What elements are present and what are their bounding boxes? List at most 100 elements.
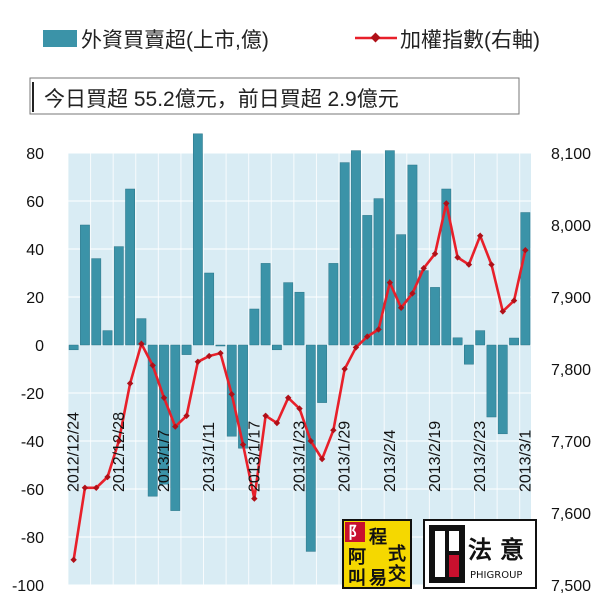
bar (192, 133, 203, 346)
x-date-label: 2012/12/28 (111, 412, 128, 492)
line-point (217, 349, 224, 357)
left-tick-label: -20 (21, 386, 44, 403)
line-point (443, 200, 450, 207)
bar (113, 246, 124, 346)
line-point (115, 437, 123, 445)
plot-area (68, 153, 531, 585)
line-point (330, 427, 337, 434)
left-tick-label: 40 (26, 242, 44, 259)
right-tick-label: 7,500 (551, 578, 591, 595)
x-date-label: 2013/2/4 (382, 430, 399, 492)
bar (396, 234, 407, 346)
line-point (194, 358, 202, 365)
line-point (386, 279, 394, 286)
line-point (126, 380, 134, 387)
bar (373, 198, 384, 346)
line-point (352, 344, 360, 351)
right-tick-label: 7,800 (551, 362, 591, 379)
summary-box: 今日買超 55.2億元，前日買超 2.9億元 (29, 77, 520, 115)
logo-left-badge: 阝 (348, 523, 364, 542)
x-axis-date-labels: 2012/12/24 2012/12/28 2013/1/7 2013/1/11 201… (66, 412, 535, 492)
right-tick-label: 8,000 (551, 218, 591, 235)
x-date-label: 2012/12/24 (66, 412, 83, 492)
line-point (431, 250, 439, 257)
left-tick-label: -60 (21, 482, 44, 499)
bar (260, 263, 271, 346)
legend-line-swatch (355, 32, 397, 43)
line-point (364, 333, 371, 340)
line-point (522, 247, 529, 254)
logo-left-char-2: 叫 (348, 568, 366, 589)
bar (339, 162, 350, 346)
left-tick-label: 60 (26, 194, 44, 211)
left-axis: 80 60 40 20 0 -20 -40 -60 -80 -100 (12, 146, 44, 595)
line-point (341, 365, 348, 373)
logo-left-char-6: 易 (369, 568, 387, 589)
line-point (70, 556, 77, 563)
bar (328, 263, 339, 346)
legend-line-label: 加權指數(右軸) (400, 29, 540, 52)
bar (102, 330, 113, 346)
right-tick-label: 7,700 (551, 434, 591, 451)
logo-right-sub: PHIGROUP (470, 570, 522, 581)
bar (204, 272, 215, 346)
line-point (273, 419, 281, 427)
logo-right-char-1: 法 (468, 536, 492, 564)
line-point (93, 484, 100, 491)
logo-left-char-4: 式 (388, 543, 406, 565)
bar (384, 150, 395, 346)
line-point (285, 394, 292, 401)
left-tick-label: 80 (26, 146, 44, 163)
bar (351, 150, 361, 346)
x-date-label: 2013/2/19 (427, 421, 444, 492)
bar (497, 344, 508, 435)
x-date-label: 2013/1/23 (292, 421, 309, 492)
line-point (476, 232, 484, 239)
bar (125, 188, 135, 346)
line-point (160, 394, 168, 401)
bar (441, 188, 452, 346)
right-tick-label: 7,900 (551, 290, 591, 307)
right-tick-label: 7,600 (551, 506, 591, 523)
line-point (375, 326, 382, 333)
line-point (262, 412, 269, 419)
bar (283, 282, 294, 346)
line-point (251, 495, 258, 502)
logo-right-char-2: 意 (500, 536, 524, 564)
line-point (205, 352, 213, 360)
line-point (183, 412, 190, 419)
legend-bar-label: 外資買賣超(上市,億) (81, 29, 269, 52)
line-point (499, 308, 506, 315)
bar (486, 344, 497, 418)
line-point (318, 455, 326, 463)
logo-left-char-5: 交 (388, 563, 406, 585)
bar (91, 258, 102, 346)
legend: 外資買賣超(上市,億) 加權指數(右軸) (43, 29, 540, 52)
bar (68, 344, 79, 351)
x-date-label: 2013/1/29 (337, 421, 354, 492)
bar (509, 337, 519, 346)
line-point (488, 261, 495, 268)
line-point (228, 391, 235, 398)
left-tick-label: -40 (21, 434, 44, 451)
legend-bar-swatch (43, 30, 77, 47)
line-point (138, 340, 145, 347)
line-point (420, 265, 427, 272)
logo-right: 法 意 PHIGROUP (423, 519, 537, 589)
x-date-label: 2013/2/23 (472, 421, 489, 492)
x-date-label: 2013/1/17 (246, 421, 263, 492)
line-point (307, 437, 314, 445)
bar (147, 344, 158, 497)
bar (294, 291, 305, 346)
bar (452, 337, 463, 346)
bar (317, 344, 327, 403)
right-axis: 8,100 8,000 7,900 7,800 7,700 7,600 7,500 (551, 146, 591, 595)
line-point (465, 261, 473, 268)
bar (215, 344, 226, 347)
left-tick-label: -80 (21, 530, 44, 547)
bar (362, 215, 373, 346)
logo-left: 阝 阿 叫 程 式 交 易 (342, 519, 412, 589)
line-series (70, 200, 529, 563)
line-point (81, 484, 89, 491)
